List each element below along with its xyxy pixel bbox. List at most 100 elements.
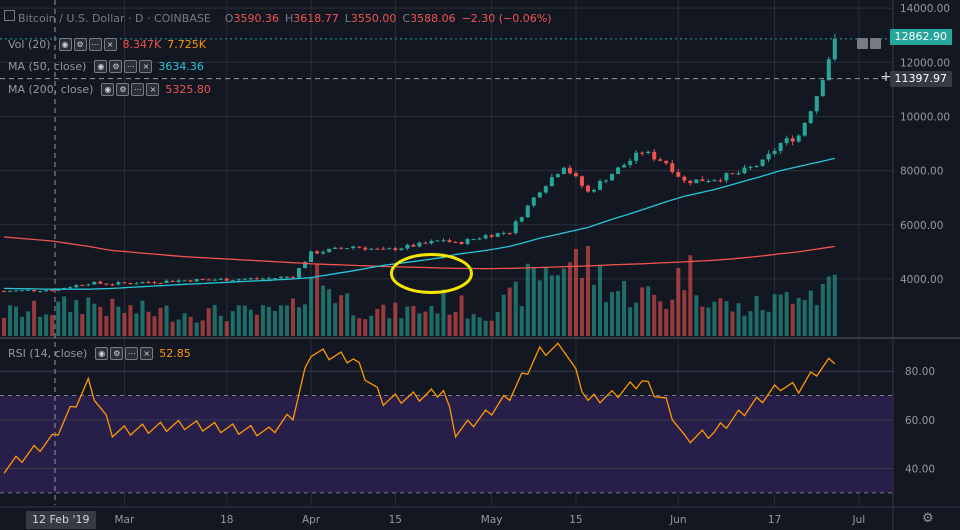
- volume-bar: [507, 287, 512, 336]
- volume-bar: [381, 304, 386, 336]
- price-tick-label: 8000.00: [900, 166, 943, 178]
- candle: [628, 160, 633, 166]
- change-value: −2.30 (−0.06%): [461, 11, 552, 25]
- volume-bar: [128, 305, 133, 336]
- volume-bar: [604, 302, 609, 336]
- candle: [152, 282, 157, 284]
- price-scale-buttons[interactable]: [857, 38, 881, 49]
- volume-bar: [718, 298, 723, 336]
- candle: [230, 280, 235, 282]
- candle: [507, 232, 512, 234]
- volume-bar: [284, 305, 289, 336]
- volume-bar: [549, 275, 554, 336]
- volume-bar: [399, 318, 404, 336]
- ma50-controls[interactable]: ◉ ⚙ ⋯ ×: [94, 59, 153, 73]
- time-tick-label: 17: [768, 514, 781, 526]
- candle: [411, 244, 416, 247]
- candle: [164, 280, 169, 283]
- eye-icon[interactable]: ◉: [101, 82, 115, 96]
- volume-bar: [80, 314, 85, 336]
- candle: [760, 159, 765, 166]
- gear-icon[interactable]: ⚙: [922, 511, 934, 526]
- ma50-line: [3, 157, 835, 290]
- volume-bar: [272, 311, 277, 336]
- more-icon[interactable]: ⋯: [88, 37, 102, 51]
- candle: [290, 276, 295, 278]
- candle: [616, 167, 621, 174]
- scale-menu-icon[interactable]: [870, 38, 881, 49]
- candle: [182, 280, 187, 282]
- candle: [260, 278, 265, 280]
- candle: [68, 287, 73, 289]
- volume-bar: [483, 320, 488, 336]
- close-icon[interactable]: ×: [140, 346, 154, 360]
- add-alert-icon[interactable]: +: [880, 69, 892, 85]
- candle: [435, 240, 440, 242]
- candle: [381, 248, 386, 250]
- volume-bar: [489, 320, 494, 336]
- eye-icon[interactable]: ◉: [94, 59, 108, 73]
- time-tick-label: 18: [220, 514, 233, 526]
- candle: [465, 239, 470, 245]
- candle: [579, 176, 584, 186]
- price-tick-label: 6000.00: [900, 220, 943, 232]
- volume-bar: [441, 289, 446, 336]
- candle: [50, 290, 55, 292]
- candle: [266, 278, 271, 280]
- settings-icon[interactable]: ⚙: [73, 37, 87, 51]
- settings-icon[interactable]: ⚙: [110, 346, 124, 360]
- candle: [176, 280, 181, 282]
- volume-bar: [694, 295, 699, 336]
- candle: [561, 167, 566, 174]
- more-icon[interactable]: ⋯: [125, 346, 139, 360]
- volume-ma-value: 7.725K: [167, 37, 206, 51]
- collapse-legend-button[interactable]: [4, 10, 15, 21]
- close-icon[interactable]: ×: [103, 37, 117, 51]
- candle: [315, 251, 320, 254]
- candle: [242, 278, 247, 280]
- candle: [351, 246, 356, 249]
- volume-bar: [290, 298, 295, 336]
- candle: [357, 246, 362, 248]
- candle: [832, 38, 837, 60]
- candle: [417, 242, 422, 247]
- volume-bar: [598, 265, 603, 336]
- rsi-controls[interactable]: ◉ ⚙ ⋯ ×: [95, 346, 154, 360]
- symbol-legend: Bitcoin / U.S. Dollar · D · COINBASE O 35…: [18, 11, 552, 25]
- settings-icon[interactable]: ⚙: [109, 59, 123, 73]
- candle: [585, 185, 590, 192]
- candle: [134, 283, 139, 285]
- volume-bar: [748, 311, 753, 336]
- close-icon[interactable]: ×: [139, 59, 153, 73]
- more-icon[interactable]: ⋯: [131, 82, 145, 96]
- ma200-controls[interactable]: ◉ ⚙ ⋯ ×: [101, 82, 160, 96]
- volume-bar: [110, 298, 115, 336]
- more-icon[interactable]: ⋯: [124, 59, 138, 73]
- volume-bar: [122, 312, 127, 336]
- candle: [808, 111, 813, 123]
- scale-lock-icon[interactable]: [857, 38, 868, 49]
- volume-bar: [393, 302, 398, 336]
- crosshair-price-tag: 11397.97: [889, 71, 952, 87]
- volume-bar: [682, 290, 687, 336]
- eye-icon[interactable]: ◉: [95, 346, 109, 360]
- candle: [573, 173, 578, 177]
- volume-bar: [357, 318, 362, 336]
- rsi-value: 52.85: [159, 346, 191, 360]
- volume-controls[interactable]: ◉ ⚙ ⋯ ×: [58, 37, 117, 51]
- candle: [38, 291, 43, 293]
- volume-bar: [176, 319, 181, 336]
- volume-bar: [555, 275, 560, 336]
- candle: [634, 152, 639, 161]
- close-icon[interactable]: ×: [146, 82, 160, 96]
- settings-icon[interactable]: ⚙: [116, 82, 130, 96]
- volume-bar: [327, 289, 332, 336]
- volume-bar: [92, 303, 97, 336]
- candle: [784, 138, 789, 144]
- volume-bar: [218, 315, 223, 336]
- rsi-legend: RSI (14, close) ◉ ⚙ ⋯ × 52.85: [8, 344, 191, 362]
- eye-icon[interactable]: ◉: [58, 37, 72, 51]
- candle: [224, 278, 229, 281]
- candle: [754, 165, 759, 167]
